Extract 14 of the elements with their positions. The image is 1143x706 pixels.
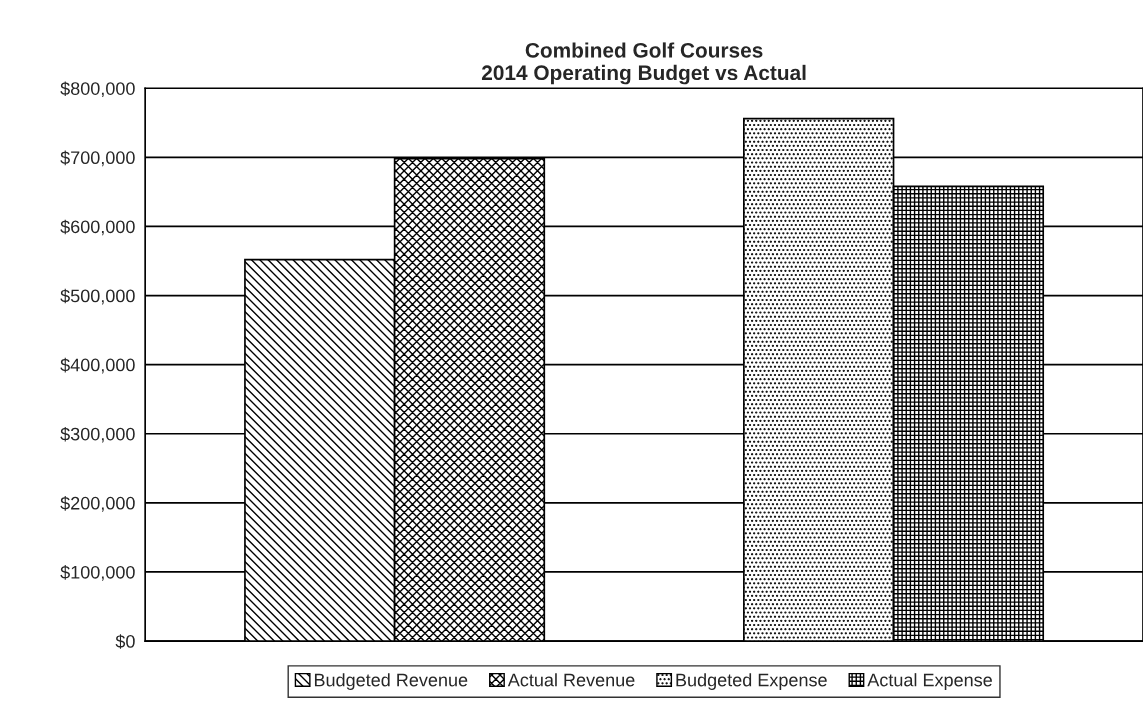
legend-label: Budgeted Expense (676, 673, 827, 690)
y-tick-label: $200,000 (60, 496, 135, 512)
chart-title: Combined Golf Courses 2014 Operating Budget vs Actual (481, 42, 806, 85)
y-tick-label: $800,000 (60, 81, 135, 98)
y-tick-label: $600,000 (60, 219, 135, 236)
legend-label: Actual Expense (867, 673, 992, 690)
y-tick-label: $700,000 (60, 150, 135, 167)
y-tick-label: $500,000 (60, 288, 135, 305)
y-tick-label: $0 (115, 634, 135, 649)
legend-label: Budgeted Revenue (314, 673, 468, 690)
y-tick-label: $100,000 (60, 565, 135, 581)
legend-label: Actual Revenue (507, 673, 635, 687)
y-tick-label: $400,000 (60, 357, 135, 374)
y-tick-label: $300,000 (60, 426, 135, 443)
